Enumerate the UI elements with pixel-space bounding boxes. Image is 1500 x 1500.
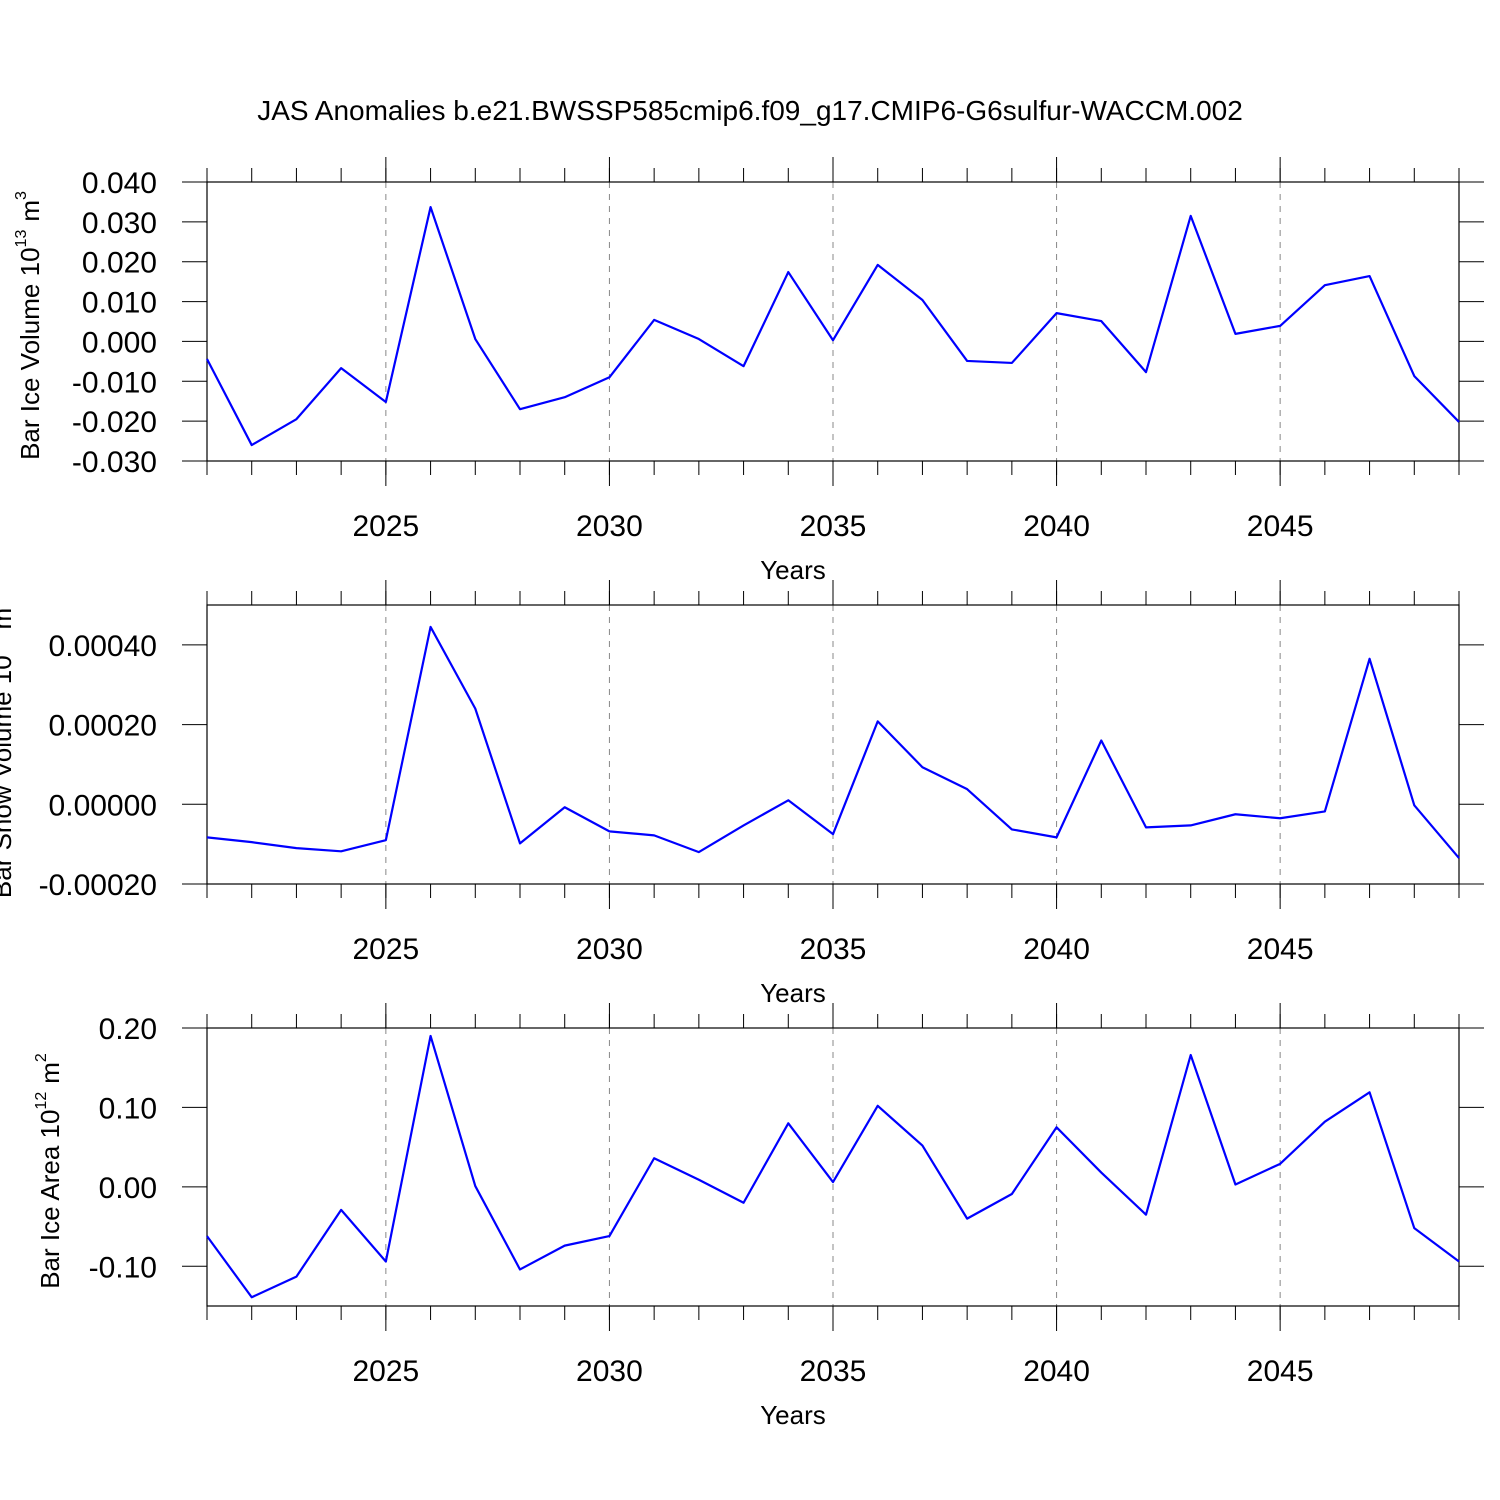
- y-label-text: Bar Ice Volume 10: [15, 247, 45, 459]
- x-tick-label: 2025: [352, 933, 419, 966]
- panel: 2025 2030 2035 2040 2045 -0.10 0.00 0.10 0.20 Yea…: [33, 1003, 1484, 1430]
- y-label-exp: 13: [13, 230, 30, 248]
- y-label-unit: m: [15, 200, 45, 222]
- y-tick-label: 0.040: [82, 167, 157, 200]
- x-tick-label: 2040: [1023, 933, 1090, 966]
- y-tick-label: 0.00000: [49, 789, 157, 822]
- y-label-unit: m: [0, 608, 17, 630]
- y-tick-label: -0.020: [72, 406, 157, 439]
- x-tick-label: 2030: [576, 933, 643, 966]
- y-tick-label: 0.00040: [49, 630, 157, 663]
- y-axis-label: Bar Ice Area 1012 m2: [33, 1053, 65, 1289]
- y-axis-label: Bar Snow Volume 1013 m3: [0, 599, 17, 898]
- plot-frame: [206, 1027, 1460, 1307]
- y-axis-label: Bar Ice Volume 1013 m3: [13, 191, 45, 460]
- x-tick-label: 2045: [1247, 1355, 1314, 1388]
- data-line: [206, 206, 1460, 447]
- y-tick-label: 0.10: [99, 1092, 157, 1125]
- y-label-unit: m: [35, 1062, 65, 1084]
- y-tick-label: 0.000: [82, 326, 157, 359]
- y-label-text: Bar Ice Area 10: [35, 1110, 65, 1289]
- y-tick-label: 0.00020: [49, 710, 157, 743]
- x-axis-label: Years: [760, 978, 826, 1008]
- x-tick-label: 2040: [1023, 510, 1090, 543]
- x-tick-label: 2030: [576, 510, 643, 543]
- x-tick-label: 2045: [1247, 510, 1314, 543]
- x-axis-label: Years: [760, 1400, 826, 1430]
- y-label-exp: 12: [33, 1092, 50, 1110]
- panel: 2025 2030 2035 2040 2045 -0.00020 0.00000 0.000…: [0, 580, 1484, 1008]
- panel: JAS Anomalies b.e21.BWSSP585cmip6.f09_g1…: [13, 95, 1484, 585]
- data-line: [206, 1034, 1460, 1299]
- y-tick-label: 0.030: [82, 207, 157, 240]
- y-label-unit-exp: 2: [33, 1053, 50, 1062]
- y-label-text: Bar Snow Volume 10: [0, 655, 17, 898]
- chart-title: JAS Anomalies b.e21.BWSSP585cmip6.f09_g1…: [257, 95, 1243, 126]
- y-tick-label: 0.20: [99, 1013, 157, 1046]
- x-tick-label: 2045: [1247, 933, 1314, 966]
- x-axis-label: Years: [760, 555, 826, 585]
- y-label-exp: 13: [0, 637, 2, 655]
- plot-frame: [206, 604, 1460, 885]
- y-tick-label: 0.020: [82, 247, 157, 280]
- x-tick-label: 2035: [800, 510, 867, 543]
- y-tick-label: 0.00: [99, 1172, 157, 1205]
- y-label-unit-exp: 3: [0, 599, 2, 608]
- y-tick-label: -0.030: [72, 446, 157, 479]
- x-tick-label: 2030: [576, 1355, 643, 1388]
- x-tick-label: 2025: [352, 510, 419, 543]
- y-tick-label: -0.00020: [39, 869, 157, 902]
- x-tick-label: 2040: [1023, 1355, 1090, 1388]
- x-tick-label: 2035: [800, 933, 867, 966]
- data-line: [206, 625, 1460, 859]
- plot-frame: [206, 181, 1460, 462]
- y-tick-label: -0.010: [72, 366, 157, 399]
- y-label-unit-exp: 3: [13, 191, 30, 200]
- y-tick-label: 0.010: [82, 287, 157, 320]
- y-tick-label: -0.10: [89, 1251, 157, 1284]
- x-tick-label: 2035: [800, 1355, 867, 1388]
- x-tick-label: 2025: [352, 1355, 419, 1388]
